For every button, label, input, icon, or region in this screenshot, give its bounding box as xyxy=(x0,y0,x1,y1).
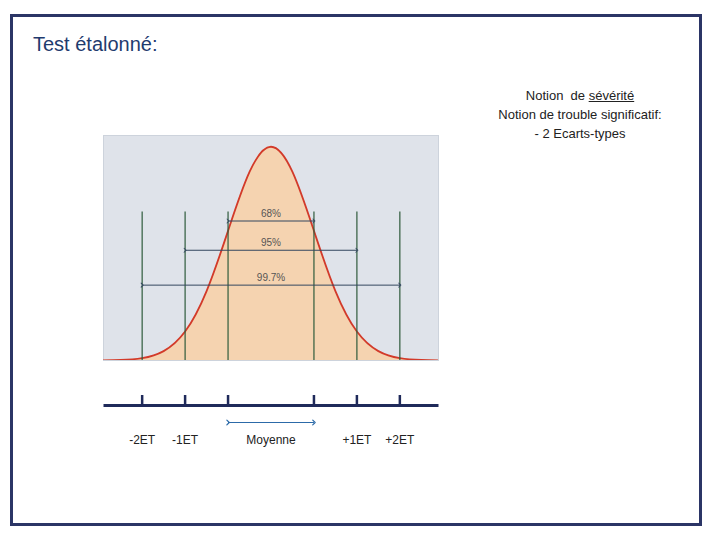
svg-text:68%: 68% xyxy=(261,208,281,219)
html-text:Notion de sévérité: Notion de sévérité xyxy=(525,88,635,103)
html-text:- 2 Ecarts-types: - 2 Ecarts-types xyxy=(534,126,626,141)
svg-text:+1ET: +1ET xyxy=(342,433,372,447)
svg-text:-2ET: -2ET xyxy=(129,433,156,447)
html-text:Test étalonné:: Test étalonné: xyxy=(33,33,158,55)
html-text:Notion de trouble significatif: Notion de trouble significatif: xyxy=(498,107,662,122)
svg-text:95%: 95% xyxy=(261,237,281,248)
svg-text:-1ET: -1ET xyxy=(172,433,199,447)
svg-text:99.7%: 99.7% xyxy=(257,272,285,283)
svg-text:Moyenne: Moyenne xyxy=(246,433,296,447)
svg-text:+2ET: +2ET xyxy=(385,433,415,447)
